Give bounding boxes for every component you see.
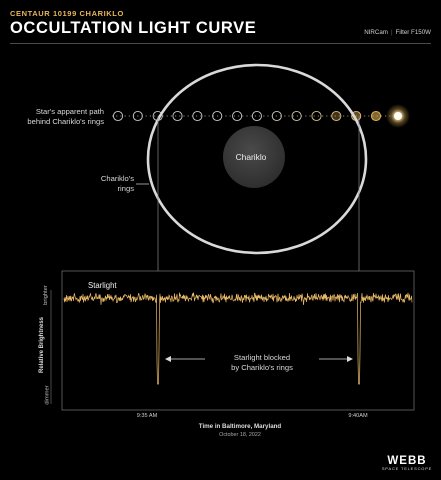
header-divider [10, 43, 431, 44]
path-label-line1: Star's apparent path [35, 107, 104, 116]
chart-frame [61, 270, 415, 411]
star-position-marker [331, 110, 342, 122]
x-axis-date: October 18, 2022 [219, 432, 261, 438]
chariklo-label: Chariklo [235, 152, 267, 162]
path-label-line2: behind Chariklo's rings [27, 117, 104, 126]
x-tick-label: 9:35 AM [136, 413, 158, 419]
y-axis-label: Relative Brightness [39, 316, 46, 374]
y-top-label: brighter [42, 285, 49, 305]
rings-label-line2: rings [117, 184, 134, 193]
star-position-marker [232, 110, 243, 122]
blocked-label-bg [205, 350, 319, 376]
instrument-info: NIRCam | Filter F150W [364, 29, 431, 36]
instrument-separator: | [390, 29, 393, 36]
star-position-marker [172, 110, 183, 122]
star-position-marker [370, 110, 382, 122]
webb-logo: WEBB SPACE TELESCOPE [380, 455, 434, 471]
annotation-line2: by Chariklo's rings [231, 363, 293, 372]
star-position-marker [271, 110, 282, 122]
star-position-marker [212, 110, 223, 122]
series-label: Starlight [88, 281, 117, 290]
star-position-marker [192, 110, 203, 122]
instrument-name: NIRCam [364, 29, 388, 36]
y-bottom-label: dimmer [44, 385, 51, 405]
logo-name: WEBB [387, 455, 427, 467]
star-position-marker [251, 110, 262, 122]
star-position-marker [112, 110, 124, 122]
annotation-label: Starlight blocked by Chariklo's rings [205, 353, 319, 373]
arrow-left-icon [165, 356, 171, 362]
x-tick-label: 9:40AM [348, 413, 368, 419]
x-axis-label: Time in Baltimore, Maryland [198, 423, 282, 430]
filter-name: Filter F150W [395, 29, 431, 36]
star-position-marker [291, 110, 302, 122]
star-position-marker [132, 110, 143, 122]
star-icon [394, 112, 402, 120]
path-label: Star's apparent path behind Chariklo's r… [6, 107, 104, 127]
arrow-right-icon [347, 356, 353, 362]
rings-label-line1: Chariklo's [100, 174, 134, 183]
rings-label: Chariklo's rings [78, 174, 134, 194]
star-position-marker [311, 110, 322, 122]
starlight-curve [63, 292, 413, 385]
logo-tagline: SPACE TELESCOPE [381, 466, 433, 471]
chariklo-rings [146, 63, 368, 255]
page-title: OCCULTATION LIGHT CURVE [10, 19, 257, 37]
chariklo-body [223, 126, 285, 188]
annotation-line1: Starlight blocked [233, 353, 291, 362]
header-subtitle: CENTAUR 10199 CHARIKLO [10, 9, 124, 18]
